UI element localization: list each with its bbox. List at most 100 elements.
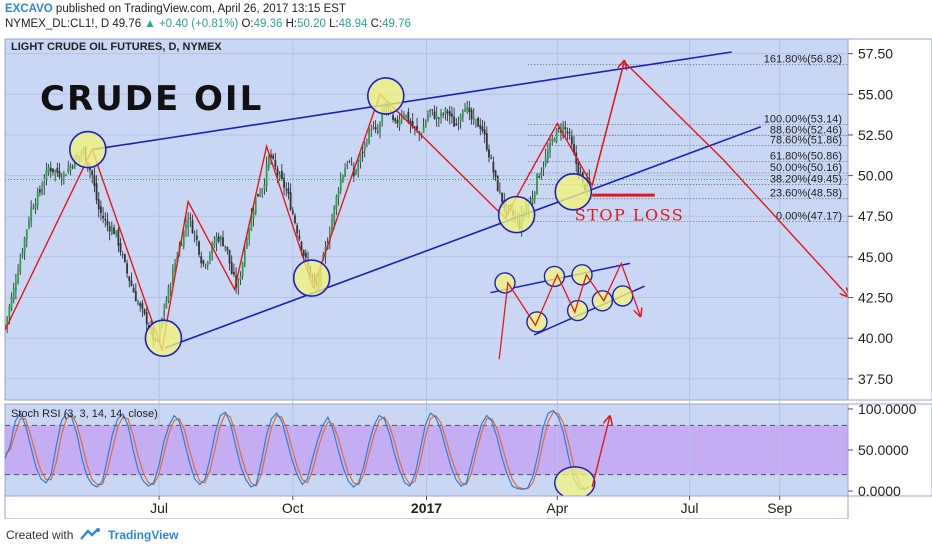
candle-body — [113, 227, 115, 235]
candle-body — [331, 219, 333, 234]
open-value: 49.36 — [253, 18, 283, 30]
candle-body — [409, 120, 412, 125]
candle-body — [549, 142, 551, 153]
candle-body — [45, 169, 48, 180]
candle-body — [479, 124, 482, 130]
tradingview-logo-icon — [80, 528, 100, 540]
candle-body — [372, 127, 375, 129]
candle-body — [226, 246, 229, 251]
candle-body — [69, 165, 72, 172]
pivot-circle — [144, 319, 183, 358]
candle-body — [263, 184, 266, 189]
candle-body — [501, 192, 503, 202]
candle-body — [300, 241, 303, 251]
candle-body — [62, 173, 65, 178]
candle-body — [533, 192, 536, 200]
stoch-rsi-title: Stoch RSI (3, 3, 14, 14, close) — [11, 408, 158, 420]
candle-body — [117, 229, 120, 246]
candle-body — [243, 249, 246, 266]
candle-body — [573, 143, 575, 154]
trendline-lower — [164, 126, 762, 349]
candle-body — [363, 143, 366, 151]
candle-body — [553, 139, 556, 142]
candle-body — [213, 243, 216, 246]
candle-body — [470, 109, 473, 120]
candle-body — [570, 136, 573, 145]
candle-body — [531, 198, 534, 204]
candle-body — [366, 143, 368, 145]
rsi-tick-label: 50.0000 — [858, 442, 909, 458]
candle-body — [32, 207, 35, 209]
candle-body — [21, 251, 24, 257]
candle-body — [49, 167, 52, 172]
candle-body — [394, 118, 397, 122]
time-tick-label: Jul — [150, 500, 168, 516]
candle-body — [435, 115, 438, 119]
candle-body — [5, 324, 6, 326]
candle-body — [257, 193, 259, 197]
stoch-rsi-pane[interactable]: Stoch RSI (3, 3, 14, 14, close) 100.0000 5… — [4, 401, 932, 500]
candle-body — [174, 263, 176, 272]
candle-body — [485, 133, 488, 150]
candle-body — [392, 115, 394, 120]
candle-body — [542, 167, 545, 170]
candle-body — [455, 123, 458, 126]
candle-body — [379, 122, 381, 132]
candle-body — [202, 260, 205, 264]
candle-body — [361, 151, 364, 154]
candle-body — [403, 114, 405, 118]
candle-body — [106, 220, 109, 226]
candle-body — [132, 287, 135, 293]
close-label: C: — [370, 18, 383, 30]
candle-body — [429, 109, 432, 112]
time-tick-label: Sep — [767, 500, 792, 516]
candle-body — [187, 219, 190, 228]
candle-body — [498, 190, 501, 193]
candle-body — [440, 112, 442, 117]
price-pane[interactable]: 161.80%(56.82) 100.00%(53.14)88.60%(52.46… — [4, 38, 932, 496]
candle-body — [239, 276, 242, 280]
candle-body — [270, 154, 272, 158]
candle-body — [298, 235, 301, 240]
candle-body — [248, 229, 251, 240]
pivot-circle — [497, 195, 536, 234]
candle-body — [291, 210, 294, 214]
candle-body — [209, 255, 211, 260]
candle-body — [189, 217, 192, 219]
chart-area[interactable]: 161.80%(56.82) 100.00%(53.14)88.60%(52.46… — [0, 34, 932, 519]
price-tick-label: 52.50 — [858, 127, 893, 143]
price-tick-label: 45.00 — [858, 249, 893, 265]
rsi-axis[interactable]: 100.0000 50.0000 0.0000 — [847, 401, 932, 499]
candle-body — [483, 129, 486, 135]
last-price: 49.76 — [112, 18, 142, 30]
price-axis-bg — [847, 38, 932, 401]
price-tick-label: 55.00 — [858, 86, 893, 102]
candle-body — [130, 280, 133, 286]
candle-body — [224, 245, 227, 248]
candle-body — [359, 154, 362, 163]
fib-label: 100.00%(53.14) — [764, 114, 842, 126]
candle-body — [41, 188, 43, 195]
rsi-tick-label: 100.0000 — [858, 401, 917, 417]
candle-body — [28, 220, 30, 228]
candle-body — [97, 199, 100, 210]
candle-body — [477, 117, 479, 127]
candle-body — [374, 127, 377, 130]
candle-body — [145, 312, 148, 325]
tradingview-brand-link[interactable]: TradingView — [108, 528, 179, 542]
candle-body — [287, 188, 290, 195]
price-axis[interactable]: 57.50 55.00 52.50 50.00 47.50 45.00 42.50 40.00… — [847, 38, 932, 401]
pivot-circle — [69, 130, 107, 169]
chart-header: EXCAVO published on TradingView.com, Apr… — [0, 0, 932, 34]
candle-body — [121, 254, 124, 256]
candle-body — [30, 207, 33, 222]
candle-body — [562, 125, 565, 136]
author-link[interactable]: EXCAVO — [5, 3, 53, 15]
low-value: 48.94 — [338, 18, 368, 30]
fib-label: 38.20%(49.45) — [770, 174, 842, 186]
candle-body — [451, 113, 453, 117]
time-axis[interactable]: Jul Oct 2017 Apr Jul Sep — [4, 495, 849, 519]
candle-body — [461, 110, 464, 118]
candle-body — [124, 254, 126, 262]
price-tick-label: 47.50 — [858, 208, 893, 224]
